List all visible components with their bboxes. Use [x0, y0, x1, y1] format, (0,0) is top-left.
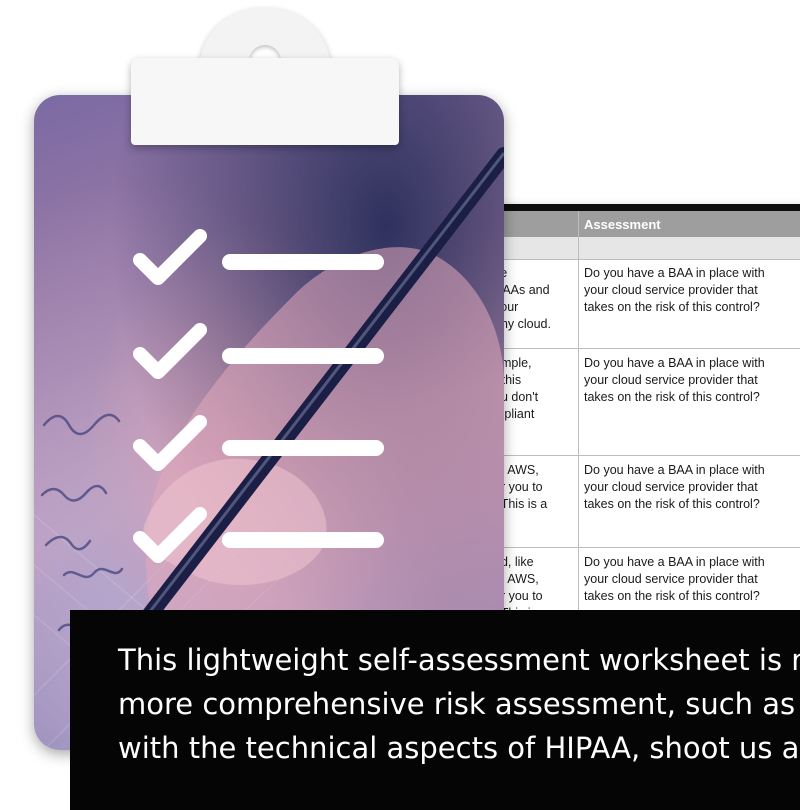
assessment-spreadsheet: Assessment ke BAAs and your any cloud. D… [478, 204, 800, 641]
table-cell-assessment: Do you have a BAA in place with your clo… [584, 266, 765, 314]
sheet-subheader [478, 237, 800, 260]
caption-line-2: more comprehensive risk assessment, such… [118, 687, 800, 721]
checklist-line [222, 440, 384, 456]
checklist-item [132, 228, 392, 288]
clip-bar [131, 58, 399, 145]
table-cell-assessment: Do you have a BAA in place with your clo… [584, 356, 765, 404]
checkmark-icon [133, 229, 207, 285]
checkmark-icon [133, 415, 207, 471]
table-cell-assessment: Do you have a BAA in place with your clo… [584, 555, 765, 603]
caption-banner: This lightweight self-assessment workshe… [70, 610, 800, 810]
table-row: ample, r this ou don't mpliant Do you ha… [478, 349, 800, 456]
checklist-item [132, 506, 392, 566]
checkmark-icon [133, 507, 207, 563]
checkmark-icon [133, 323, 207, 379]
checklist-item [132, 414, 392, 474]
caption-text: This lightweight self-assessment workshe… [118, 638, 800, 770]
column-divider [578, 211, 579, 641]
checklist-line [222, 532, 384, 548]
table-cell-left: g. AWS, or you to . This is a [494, 463, 548, 511]
table-row: ke BAAs and your any cloud. Do you have … [478, 259, 800, 349]
checklist-line [222, 254, 384, 270]
table-cell-left: ke BAAs and your any cloud. [494, 266, 551, 331]
table-cell-assessment: Do you have a BAA in place with your clo… [584, 463, 765, 511]
checklist-item [132, 322, 392, 382]
table-row: ed, like g. AWS, or you to . This is a D… [478, 548, 800, 640]
table-row: g. AWS, or you to . This is a Do you hav… [478, 456, 800, 548]
caption-line-3: with the technical aspects of HIPAA, sho… [118, 731, 800, 765]
caption-line-1: This lightweight self-assessment workshe… [118, 643, 800, 677]
table-cell-left: ample, r this ou don't mpliant [494, 356, 539, 421]
sheet-header-assessment: Assessment [584, 217, 661, 232]
clipboard-clip [131, 0, 399, 145]
sheet-header: Assessment [478, 211, 800, 237]
checklist-line [222, 348, 384, 364]
